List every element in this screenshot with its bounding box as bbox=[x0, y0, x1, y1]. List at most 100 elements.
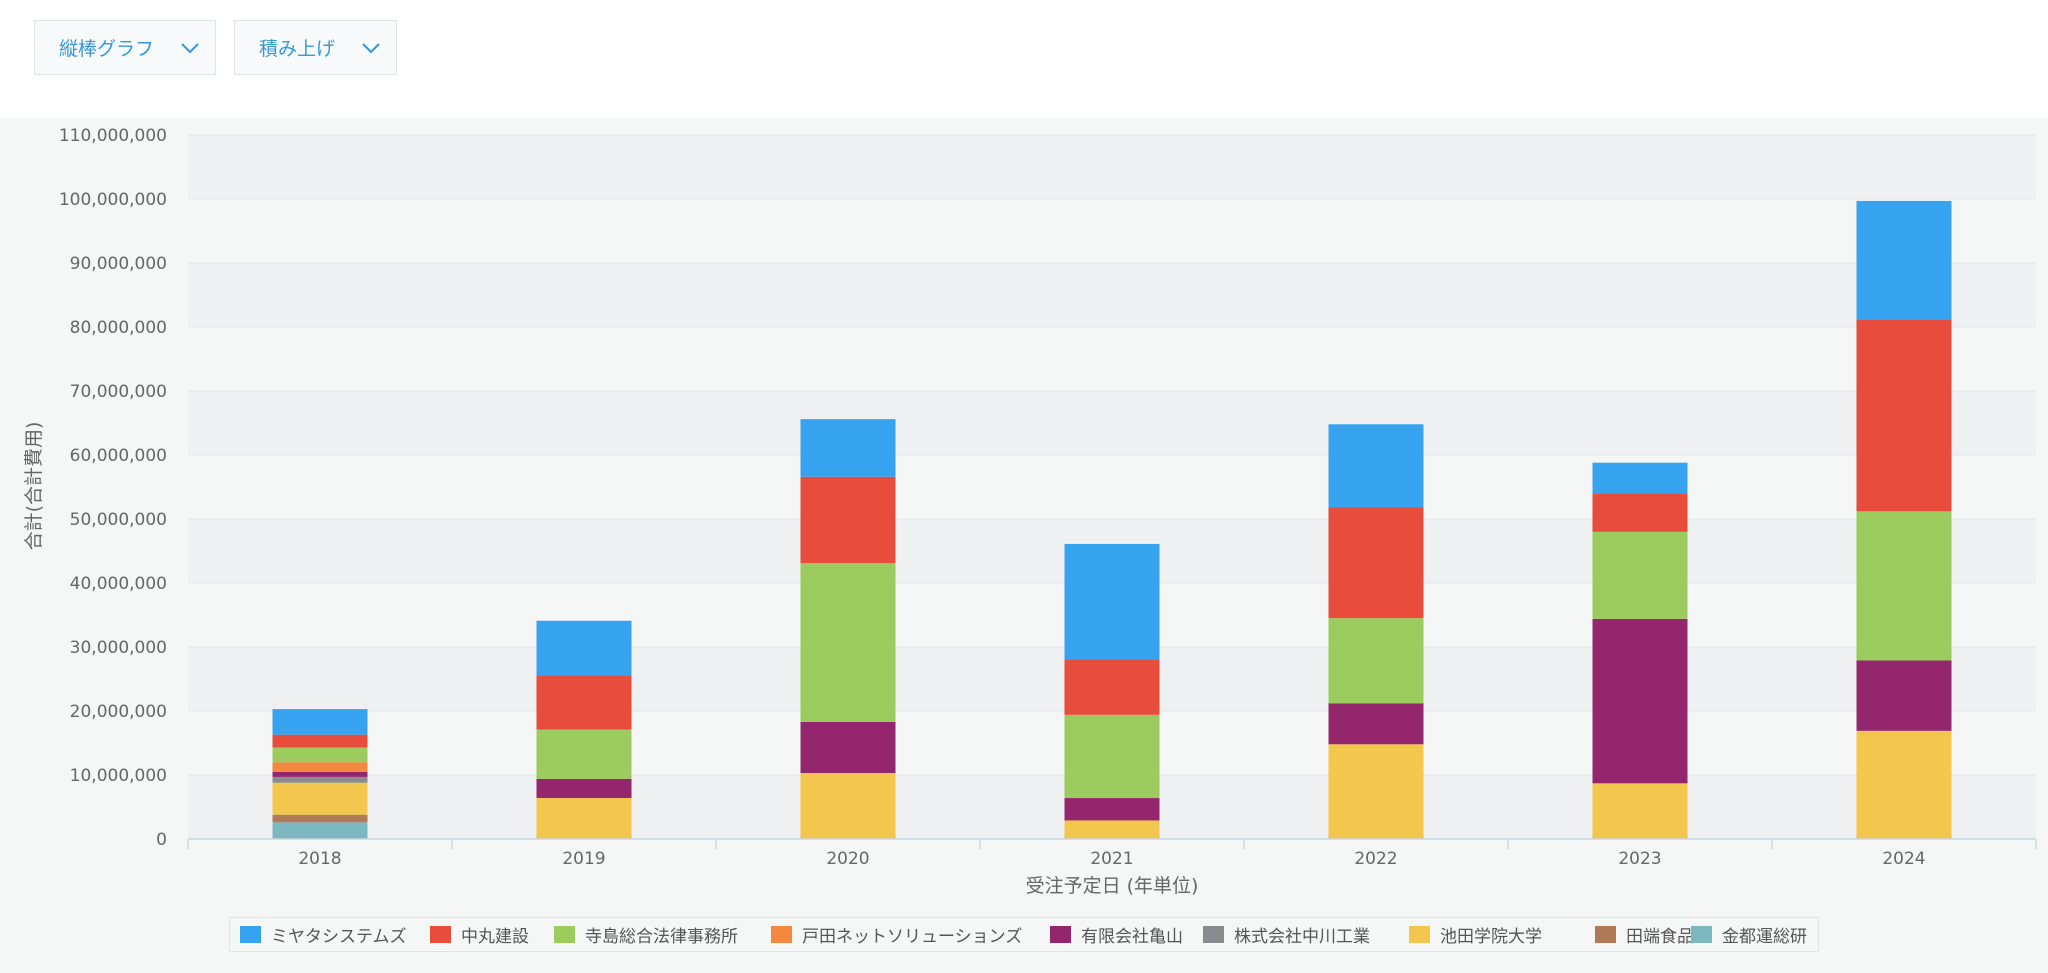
y-tick-label: 30,000,000 bbox=[70, 638, 167, 658]
legend-item[interactable]: 株式会社中川工業 bbox=[1203, 918, 1370, 951]
bar-segment[interactable] bbox=[1592, 783, 1688, 839]
bar-segment[interactable] bbox=[1064, 714, 1160, 799]
bar-segment[interactable] bbox=[536, 729, 632, 779]
stack-mode-dropdown[interactable]: 積み上げ bbox=[234, 20, 397, 75]
y-tick-label: 50,000,000 bbox=[70, 510, 167, 530]
bar-segment[interactable] bbox=[1064, 659, 1160, 715]
legend-label: 有限会社亀山 bbox=[1081, 927, 1183, 947]
x-tick-label: 2024 bbox=[1882, 849, 1925, 869]
bar-segment[interactable] bbox=[1328, 744, 1424, 839]
bar-segment[interactable] bbox=[1328, 507, 1424, 619]
bar-segment[interactable] bbox=[272, 776, 368, 783]
legend-item[interactable]: 田端食品 bbox=[1595, 918, 1694, 951]
y-tick-label: 60,000,000 bbox=[70, 446, 167, 466]
grid-lines bbox=[188, 134, 2036, 840]
bar-segment[interactable] bbox=[1328, 703, 1424, 745]
legend-label: 中丸建設 bbox=[461, 927, 529, 947]
x-tick-label: 2022 bbox=[1354, 849, 1397, 869]
bar-segment[interactable] bbox=[800, 563, 896, 722]
bar-segment[interactable] bbox=[800, 773, 896, 839]
grid-band bbox=[188, 199, 2036, 263]
chevron-down-icon bbox=[362, 43, 380, 54]
bar-segment[interactable] bbox=[536, 798, 632, 839]
legend-item[interactable]: 有限会社亀山 bbox=[1050, 918, 1183, 951]
y-tick-label: 0 bbox=[156, 830, 167, 850]
legend-label: 株式会社中川工業 bbox=[1234, 927, 1370, 947]
bar-segment[interactable] bbox=[1064, 820, 1160, 839]
legend-swatch bbox=[1050, 926, 1071, 943]
bar-segment[interactable] bbox=[272, 762, 368, 772]
bar-segment[interactable] bbox=[1856, 730, 1952, 839]
y-tick-label: 10,000,000 bbox=[70, 766, 167, 786]
legend-item[interactable]: 寺島総合法律事務所 bbox=[554, 918, 738, 951]
y-axis-title: 合計(合計費用) bbox=[23, 422, 45, 551]
legend-item[interactable]: 中丸建設 bbox=[430, 918, 529, 951]
y-tick-label: 90,000,000 bbox=[70, 254, 167, 274]
bar-segment[interactable] bbox=[1592, 531, 1688, 619]
bar-segment[interactable] bbox=[1328, 618, 1424, 704]
legend-label: 池田学院大学 bbox=[1440, 927, 1542, 947]
legend-swatch bbox=[240, 926, 261, 943]
bar-segment[interactable] bbox=[272, 814, 368, 823]
legend-item[interactable]: 金都運総研 bbox=[1691, 918, 1807, 951]
bar-segment[interactable] bbox=[1856, 660, 1952, 731]
legend-label: 田端食品 bbox=[1626, 927, 1694, 947]
legend-label: 金都運総研 bbox=[1722, 927, 1807, 947]
grid-band bbox=[188, 135, 2036, 199]
legend-item[interactable]: 戸田ネットソリューションズ bbox=[771, 918, 1022, 951]
legend-swatch bbox=[1595, 926, 1616, 943]
chevron-down-icon bbox=[181, 43, 199, 54]
legend-swatch bbox=[430, 926, 451, 943]
x-tick-label: 2021 bbox=[1090, 849, 1133, 869]
bar-segment[interactable] bbox=[1592, 462, 1688, 494]
bar-segment[interactable] bbox=[800, 419, 896, 477]
legend: ミヤタシステムズ 中丸建設 寺島総合法律事務所 戸田ネットソリューションズ 有限会社亀山… bbox=[229, 917, 1819, 952]
legend-swatch bbox=[771, 926, 792, 943]
bar-segment[interactable] bbox=[272, 734, 368, 748]
bar-segment[interactable] bbox=[1856, 200, 1952, 320]
legend-label: 寺島総合法律事務所 bbox=[585, 927, 738, 947]
legend-item[interactable]: ミヤタシステムズ bbox=[240, 918, 407, 951]
bar-segment[interactable] bbox=[272, 822, 368, 839]
y-tick-label: 100,000,000 bbox=[59, 190, 167, 210]
y-tick-label: 70,000,000 bbox=[70, 382, 167, 402]
legend-label: ミヤタシステムズ bbox=[271, 927, 407, 947]
stack-mode-label: 積み上げ bbox=[259, 38, 336, 60]
bar-segment[interactable] bbox=[1064, 798, 1160, 821]
bar-segment[interactable] bbox=[1592, 493, 1688, 532]
bar-segment[interactable] bbox=[1592, 618, 1688, 784]
legend-swatch bbox=[1691, 926, 1712, 943]
bar-segment[interactable] bbox=[536, 620, 632, 676]
grid-band bbox=[188, 455, 2036, 519]
bars bbox=[272, 200, 1952, 839]
x-axis: 2018 2019 2020 2021 2022 2023 2024 bbox=[187, 838, 2037, 869]
bar-segment[interactable] bbox=[800, 476, 896, 564]
x-axis-title: 受注予定日 (年単位) bbox=[1026, 875, 1199, 897]
x-tick-label: 2018 bbox=[298, 849, 341, 869]
legend-item[interactable]: 池田学院大学 bbox=[1409, 918, 1542, 951]
bar-segment[interactable] bbox=[272, 747, 368, 763]
bar-segment[interactable] bbox=[1328, 424, 1424, 508]
bar-segment[interactable] bbox=[1856, 319, 1952, 512]
bar-segment[interactable] bbox=[536, 675, 632, 730]
legend-swatch bbox=[1203, 926, 1224, 943]
bar-segment[interactable] bbox=[272, 709, 368, 735]
grid-band bbox=[188, 391, 2036, 455]
x-tick-label: 2019 bbox=[562, 849, 605, 869]
toolbar: 縦棒グラフ 積み上げ bbox=[0, 0, 2048, 118]
y-tick-label: 80,000,000 bbox=[70, 318, 167, 338]
y-tick-label: 40,000,000 bbox=[70, 574, 167, 594]
bar-segment[interactable] bbox=[1064, 543, 1160, 660]
legend-swatch bbox=[554, 926, 575, 943]
bar-segment[interactable] bbox=[272, 771, 368, 777]
y-tick-label: 110,000,000 bbox=[59, 126, 167, 146]
y-tick-label: 20,000,000 bbox=[70, 702, 167, 722]
bar-segment[interactable] bbox=[536, 778, 632, 799]
bar-segment[interactable] bbox=[1856, 511, 1952, 661]
bar-segment[interactable] bbox=[272, 782, 368, 815]
bar-segment[interactable] bbox=[800, 721, 896, 774]
legend-label: 戸田ネットソリューションズ bbox=[802, 927, 1023, 947]
x-tick-label: 2023 bbox=[1618, 849, 1661, 869]
chart-type-dropdown[interactable]: 縦棒グラフ bbox=[34, 20, 216, 75]
